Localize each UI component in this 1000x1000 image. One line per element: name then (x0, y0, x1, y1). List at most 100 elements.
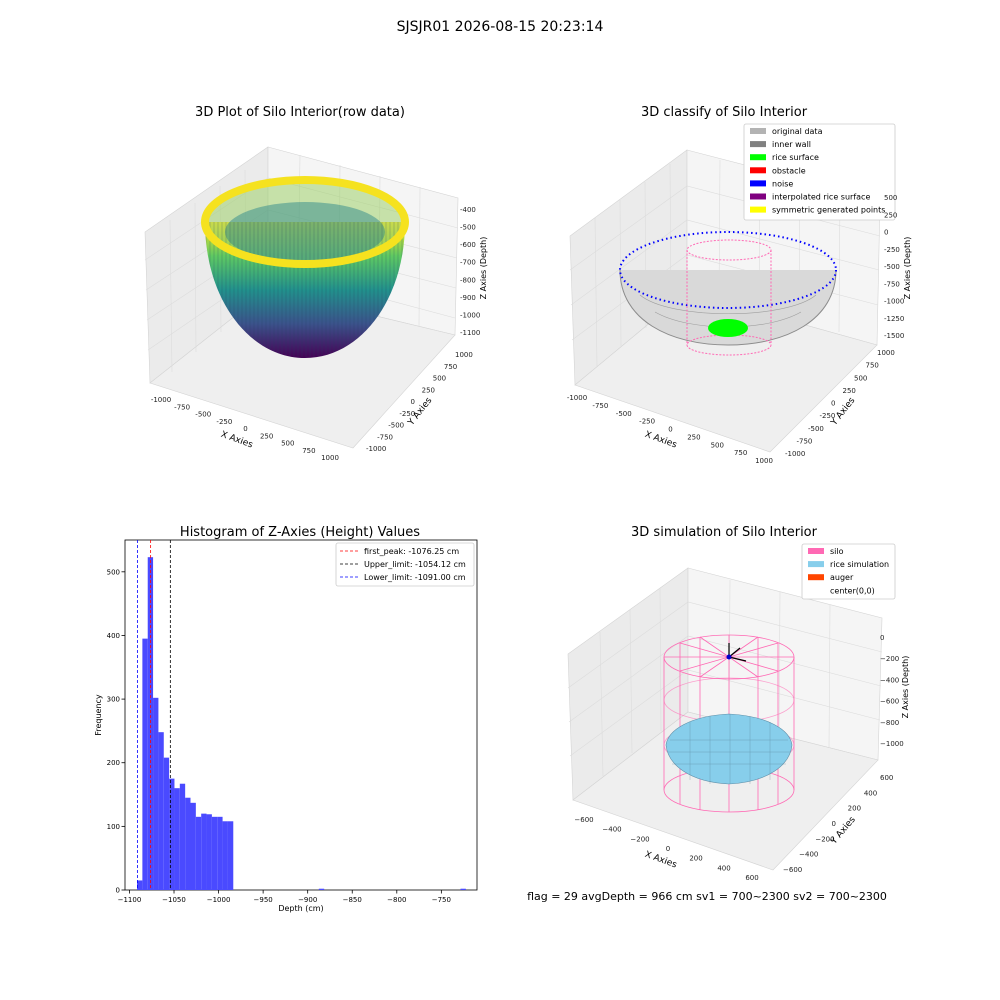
legend-label: auger (830, 573, 854, 582)
simulation-x-label: X Axies (643, 850, 678, 871)
histogram-bar (222, 821, 228, 890)
histogram-y-tick-label: 100 (107, 823, 120, 831)
histogram-bar (190, 802, 196, 890)
histogram-bar (217, 816, 223, 890)
simulation-z-tick-label: −200 (880, 655, 899, 663)
histogram-y-tick-label: 400 (107, 632, 120, 640)
simulation-y-tick-label: −400 (799, 851, 818, 859)
histogram-y-tick-label: 0 (116, 887, 120, 895)
raw-y-tick-label: -250 (399, 410, 415, 418)
histogram-bar (163, 757, 170, 890)
raw-y-tick-label: 250 (422, 386, 435, 394)
histogram-bar (185, 797, 191, 890)
histogram-x-tick-label: −800 (387, 896, 406, 904)
legend-label: noise (772, 179, 793, 188)
classify-y-tick-label: -1000 (785, 450, 805, 458)
simulation-rice-surface (665, 713, 793, 785)
legend-label: interpolated rice surface (772, 193, 870, 202)
simulation-z-ticks: −1000 −800 −600 −400 −200 0 (880, 634, 904, 748)
raw-x-tick-label: -250 (216, 418, 232, 426)
classify-x-tick-label: -250 (639, 418, 655, 426)
simulation-legend-entries: silo rice simulation auger center(0,0) (808, 547, 889, 595)
histogram-x-ticks: −1100 −1050 −1000 −950 −900 −850 −800 −750 (118, 890, 451, 904)
legend-swatch (808, 574, 824, 581)
histogram-bar (206, 814, 212, 890)
classify-z-tick-label: -500 (884, 263, 900, 271)
raw-y-tick-label: -500 (388, 422, 404, 430)
simulation-x-tick-label: −600 (574, 816, 593, 824)
legend-swatch (750, 141, 766, 148)
simulation-x-tick-label: 600 (745, 874, 758, 882)
raw-z-tick-label: -400 (460, 206, 476, 214)
histogram-x-tick-label: −900 (298, 896, 317, 904)
figure-suptitle: SJSJR01 2026-08-15 20:23:14 (397, 19, 604, 35)
classify-y-ticks: -1000 -750 -500 -250 0 250 500 750 1000 (785, 349, 895, 458)
classify-x-tick-label: -1000 (567, 394, 587, 402)
legend-swatch (750, 206, 766, 213)
classify-x-tick-label: -500 (616, 410, 632, 418)
histogram-bar (227, 821, 234, 890)
classify-y-tick-label: 1000 (877, 349, 895, 357)
raw-y-tick-label: 0 (411, 398, 415, 406)
classify-z-tick-label: -1500 (884, 332, 904, 340)
simulation-z-tick-label: −400 (880, 676, 899, 684)
raw-y-tick-label: -1000 (366, 445, 386, 453)
raw-y-tick-label: -750 (377, 433, 393, 441)
histogram-y-tick-label: 200 (107, 759, 120, 767)
histogram-bar (158, 732, 164, 890)
classify-z-tick-label: -1250 (884, 315, 904, 323)
simulation-x-tick-label: 200 (689, 855, 702, 863)
simulation-x-ticks: −600 −400 −200 0 200 400 600 (574, 816, 758, 882)
classify-x-tick-label: 250 (687, 433, 700, 441)
simulation-title: 3D simulation of Silo Interior (631, 525, 818, 540)
histogram-bar (201, 813, 207, 890)
legend-label: inner wall (772, 140, 811, 149)
raw-x-tick-label: -1000 (151, 396, 171, 404)
raw-z-tick-label: -500 (460, 224, 476, 232)
legend-label: original data (772, 127, 823, 136)
simulation-z-tick-label: −1000 (880, 740, 904, 748)
classify-z-tick-label: 250 (884, 211, 897, 219)
classify-x-tick-label: 1000 (755, 457, 773, 465)
raw-y-tick-label: 750 (444, 363, 457, 371)
histogram-vlines (137, 540, 171, 890)
classify-x-tick-label: 750 (734, 449, 747, 457)
histogram-legend-label: Lower_limit: -1091.00 cm (364, 573, 466, 582)
classify-z-tick-label: -750 (884, 280, 900, 288)
histogram-x-tick-label: −1050 (162, 896, 186, 904)
classify-y-tick-label: -750 (797, 437, 813, 445)
raw-x-tick-label: 250 (260, 432, 273, 440)
raw-x-tick-label: 500 (281, 440, 294, 448)
raw-y-tick-label: 1000 (455, 351, 473, 359)
histogram-x-tick-label: −950 (254, 896, 273, 904)
histogram-bar (195, 816, 202, 890)
raw-x-tick-label: -500 (195, 411, 211, 419)
histogram-x-tick-label: −850 (343, 896, 362, 904)
classify-wall (619, 231, 837, 356)
classify-x-ticks: -1000 -750 -500 -250 0 250 500 750 1000 (567, 394, 773, 465)
histogram-bar (179, 783, 186, 890)
histogram-title: Histogram of Z-Axies (Height) Values (180, 525, 420, 540)
histogram-x-tick-label: −750 (432, 896, 451, 904)
raw-x-tick-label: 750 (302, 447, 315, 455)
legend-label: silo (830, 547, 844, 556)
raw-z-label: Z Axies (Depth) (479, 237, 488, 300)
histogram-bar (460, 888, 466, 890)
classify-z-ticks: -1500 -1250 -1000 -750 -500 -250 0 250 500 (884, 194, 904, 340)
simulation-z-tick-label: −800 (880, 719, 899, 727)
simulation-y-tick-label: 0 (832, 820, 836, 828)
histogram-bar (137, 880, 143, 890)
simulation-x-tick-label: −400 (602, 826, 621, 834)
raw-x-tick-label: -750 (174, 403, 190, 411)
histogram-bars (137, 557, 466, 890)
legend-swatch (750, 180, 766, 187)
raw-y-tick-label: 500 (433, 375, 446, 383)
simulation-z-label: Z Axies (Depth) (901, 656, 910, 719)
histogram-bar (174, 788, 180, 890)
histogram-x-label: Depth (cm) (278, 904, 323, 913)
histogram-bar (142, 638, 148, 890)
histogram-legend: first_peak: -1076.25 cm Upper_limit: -105… (335, 542, 475, 587)
classify-z-tick-label: 500 (884, 194, 897, 202)
histogram-legend-label: Upper_limit: -1054.12 cm (364, 560, 466, 569)
simulation-y-tick-label: 400 (864, 789, 877, 797)
